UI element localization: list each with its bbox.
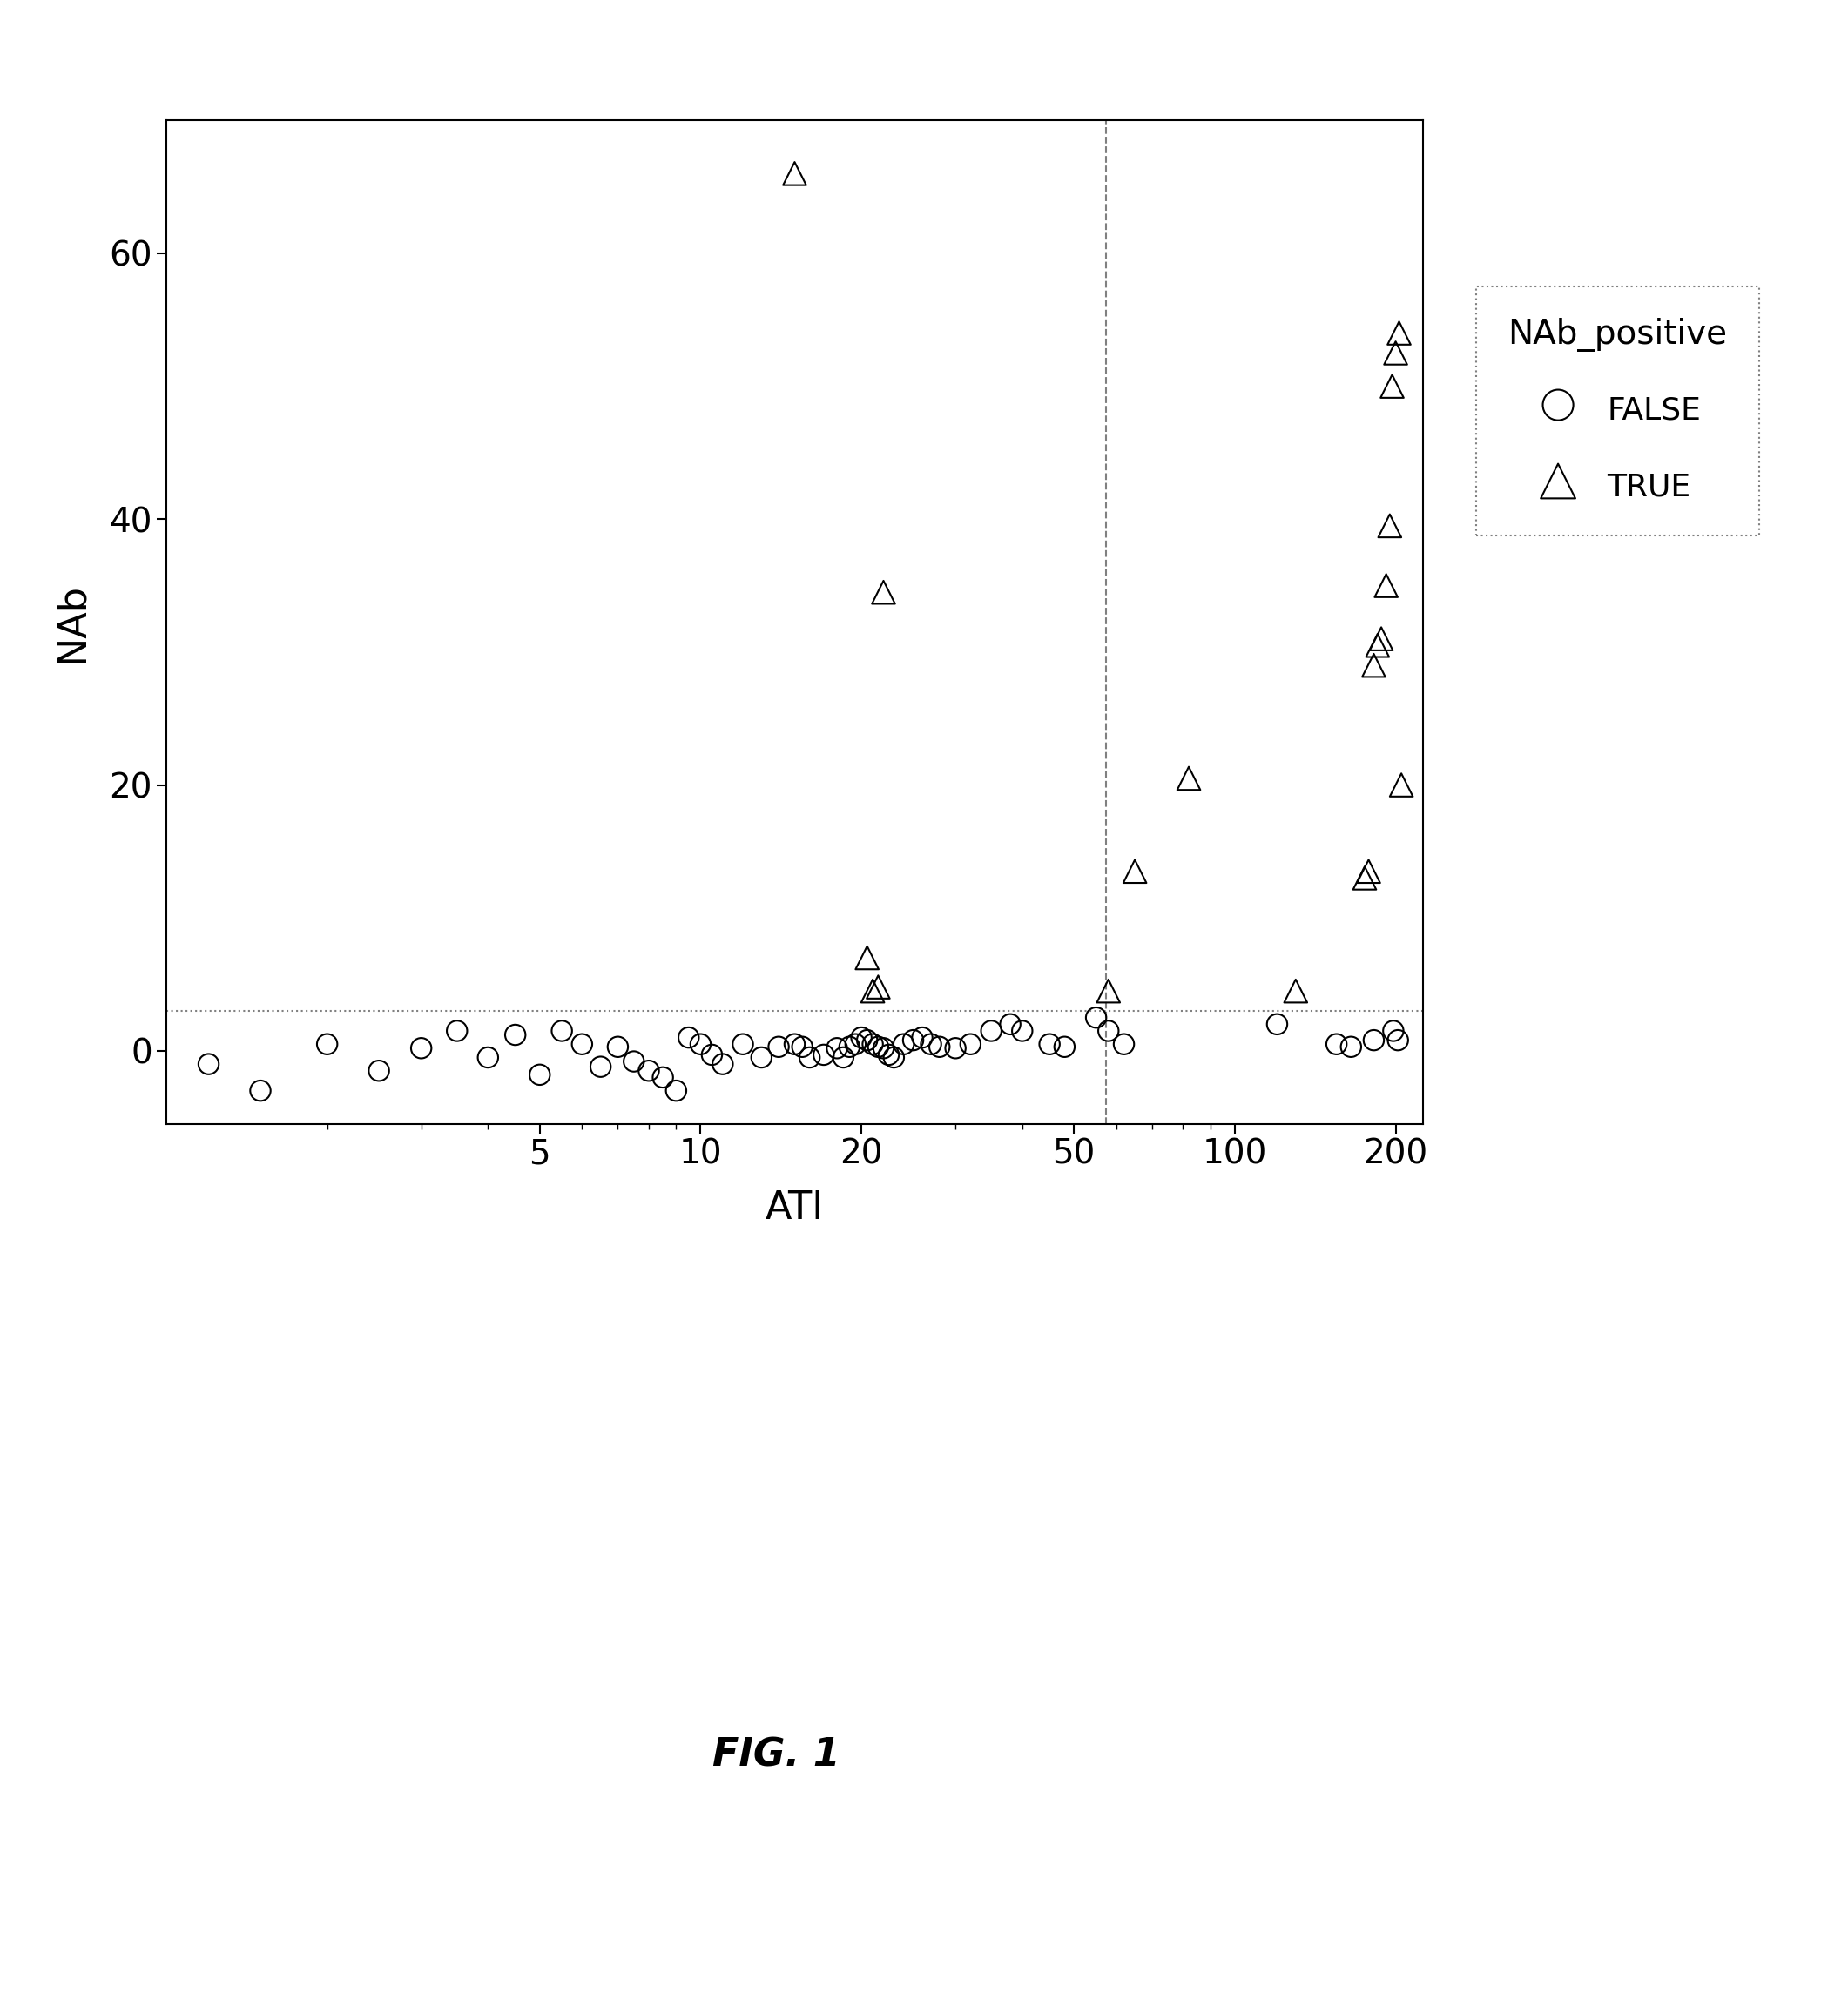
FALSE [747,1042,776,1074]
FALSE [863,1032,893,1064]
FALSE [1321,1028,1351,1060]
Legend: FALSE, TRUE: FALSE, TRUE [1477,287,1759,536]
FALSE [312,1028,342,1060]
FALSE [835,1032,865,1064]
FALSE [525,1058,554,1090]
FALSE [567,1028,597,1060]
FALSE [407,1032,436,1064]
TRUE [869,576,898,608]
FALSE [708,1048,737,1080]
TRUE [780,157,809,189]
TRUE [863,971,893,1004]
TRUE [1355,855,1384,887]
TRUE [1384,317,1414,349]
TRUE [1362,630,1392,662]
FALSE [924,1032,954,1064]
FALSE [586,1052,615,1084]
TRUE [1120,855,1149,887]
TRUE [1386,769,1416,801]
FALSE [874,1040,904,1072]
FALSE [1379,1016,1408,1048]
FALSE [1050,1032,1079,1064]
TRUE [1377,369,1406,401]
FALSE [846,1022,876,1054]
FALSE [852,1024,881,1056]
FALSE [795,1042,824,1074]
FALSE [907,1022,937,1054]
FALSE [364,1056,394,1088]
Text: FIG. 1: FIG. 1 [711,1736,841,1774]
FALSE [898,1024,928,1056]
FALSE [1336,1032,1366,1064]
FALSE [697,1040,726,1072]
TRUE [1358,650,1388,682]
FALSE [955,1028,985,1060]
TRUE [1281,975,1310,1008]
TRUE [1173,763,1203,795]
FALSE [675,1022,704,1054]
FALSE [822,1032,852,1064]
FALSE [917,1028,946,1060]
FALSE [602,1032,632,1064]
FALSE [941,1032,970,1064]
FALSE [1109,1028,1138,1060]
TRUE [1349,861,1379,893]
TRUE [857,975,887,1008]
FALSE [880,1042,909,1074]
FALSE [547,1016,577,1048]
FALSE [442,1016,471,1048]
FALSE [1081,1001,1111,1034]
FALSE [1094,1016,1124,1048]
FALSE [976,1016,1005,1048]
FALSE [996,1008,1026,1040]
FALSE [686,1028,715,1060]
FALSE [857,1028,887,1060]
FALSE [889,1028,918,1060]
FALSE [787,1032,817,1064]
FALSE [662,1074,691,1106]
FALSE [194,1048,224,1080]
FALSE [246,1074,275,1106]
FALSE [1358,1024,1388,1056]
FALSE [501,1020,530,1052]
FALSE [619,1046,649,1078]
TRUE [852,941,881,973]
FALSE [728,1028,758,1060]
TRUE [1094,975,1124,1008]
FALSE [780,1028,809,1060]
FALSE [763,1032,793,1064]
FALSE [1262,1008,1292,1040]
FALSE [1382,1024,1412,1056]
FALSE [828,1042,857,1074]
Y-axis label: NAb: NAb [54,582,91,662]
FALSE [809,1040,839,1072]
FALSE [473,1042,503,1074]
TRUE [1371,570,1401,602]
FALSE [634,1056,663,1088]
FALSE [841,1028,870,1060]
TRUE [1380,337,1410,369]
FALSE [1035,1028,1064,1060]
FALSE [649,1062,678,1094]
TRUE [1375,510,1404,542]
FALSE [869,1032,898,1064]
FALSE [1007,1016,1037,1048]
TRUE [1366,622,1395,654]
X-axis label: ATI: ATI [765,1188,824,1226]
